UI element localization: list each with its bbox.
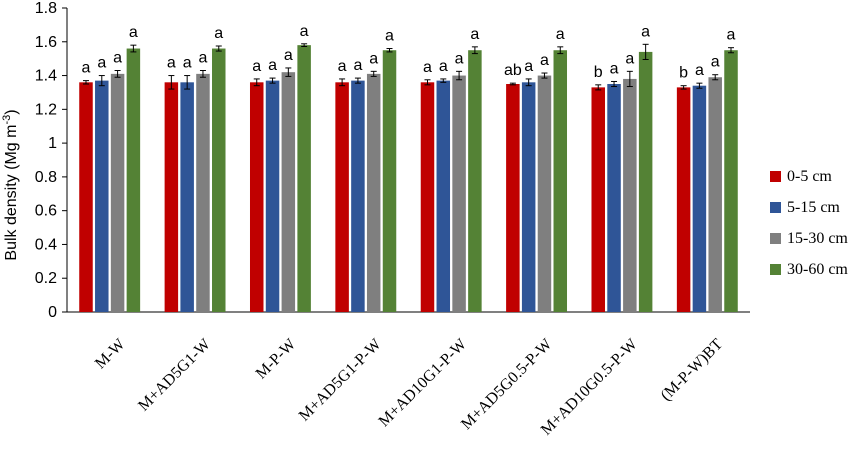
significance-letter: b: [679, 65, 688, 82]
x-category-label: M-P-W: [253, 335, 300, 382]
significance-letter: a: [338, 58, 347, 75]
chart-bars: [79, 45, 738, 313]
significance-letter: ab: [504, 62, 522, 79]
significance-letter: a: [300, 23, 309, 40]
chart-error-bars: [82, 43, 735, 91]
y-tick-label: 0.2: [35, 270, 57, 287]
significance-letter: a: [641, 23, 650, 40]
significance-letter: a: [455, 50, 464, 67]
chart-legend: 0-5 cm 5-15 cm 15-30 cm 30-60 cm: [770, 168, 848, 278]
bar: [212, 48, 226, 313]
bar: [110, 73, 125, 312]
legend-label: 0-5 cm: [787, 168, 832, 185]
significance-letter: a: [268, 57, 277, 74]
significance-letter: a: [439, 58, 448, 75]
y-tick-label: 1.4: [35, 68, 57, 85]
significance-letter: a: [199, 49, 208, 66]
significance-letter: a: [423, 59, 432, 76]
legend-swatch: [770, 202, 781, 213]
bar: [335, 82, 349, 312]
x-category-label: M+AD5G1-W: [135, 335, 214, 414]
x-category-label: M+AD5G1-P-W: [296, 335, 385, 424]
significance-letter: a: [113, 49, 122, 66]
bar: [366, 73, 381, 312]
significance-letter: a: [129, 24, 138, 41]
legend-label: 15-30 cm: [787, 230, 848, 247]
y-tick-label: 1: [48, 135, 57, 152]
bar: [249, 82, 264, 312]
bar: [436, 80, 451, 312]
significance-letter: a: [556, 26, 565, 43]
y-tick-label: 0.4: [35, 236, 57, 253]
significance-letter: a: [82, 60, 91, 77]
x-category-label: M-W: [92, 335, 129, 372]
bar: [591, 87, 605, 312]
significance-letter: a: [385, 28, 394, 45]
legend-swatch: [770, 264, 781, 275]
bar: [196, 73, 210, 312]
bar: [521, 82, 536, 312]
x-category-label: M+AD5G0.5-P-W: [458, 335, 556, 433]
bar: [676, 87, 691, 312]
bar: [692, 85, 707, 312]
significance-letter: a: [183, 55, 192, 72]
y-axis-title: Bulk density (Mg m-3): [1, 109, 20, 260]
significance-letter: a: [214, 25, 223, 42]
bar: [351, 80, 365, 312]
significance-letter: a: [727, 27, 736, 44]
bar: [724, 50, 738, 312]
bar: [180, 82, 194, 312]
y-tick-label: 1.6: [35, 34, 57, 51]
significance-letter: a: [353, 57, 362, 74]
bar: [506, 84, 520, 312]
chart-category-labels: M-W M+AD5G1-W M-P-WM+AD5G1-P-WM+AD10G1-P-W…: [92, 335, 726, 439]
bar: [79, 82, 93, 312]
bar: [281, 72, 296, 312]
significance-letter: b: [594, 64, 603, 81]
legend-swatch: [770, 171, 781, 182]
y-tick-label: 0: [48, 304, 57, 321]
bar: [623, 78, 637, 312]
y-tick-label: 1.8: [35, 0, 57, 17]
bar: [468, 50, 482, 312]
bar: [297, 45, 311, 313]
legend-label: 30-60 cm: [787, 261, 848, 278]
x-category-label: M+AD10G0.5-P-W: [538, 335, 642, 439]
y-tick-label: 1.2: [35, 101, 57, 118]
significance-letter: a: [252, 58, 261, 75]
bar: [126, 48, 141, 313]
bar: [420, 82, 435, 312]
significance-letter: a: [610, 60, 619, 77]
bar: [164, 82, 179, 312]
bar: [265, 80, 280, 312]
significance-letter: a: [540, 52, 549, 69]
legend-swatch: [770, 233, 781, 244]
y-axis-title-group: Bulk density (Mg m-3): [1, 109, 20, 260]
bar: [607, 84, 621, 312]
significance-letter: a: [167, 55, 176, 72]
significance-letter: a: [695, 62, 704, 79]
bar: [553, 50, 568, 312]
significance-letter: a: [711, 54, 720, 71]
bar: [638, 51, 653, 313]
x-category-label: M+AD10G1-P-W: [376, 335, 471, 430]
bar: [95, 80, 109, 312]
bar: [452, 75, 466, 312]
chart-axes: 0 0.2 0.4 0.6 0.8 1 1.2 1.4 1.6 1.8: [35, 0, 750, 321]
significance-letter: a: [284, 47, 293, 64]
y-tick-label: 0.8: [35, 169, 57, 186]
significance-letter: a: [97, 55, 106, 72]
bar: [537, 75, 552, 312]
legend-label: 5-15 cm: [787, 199, 840, 216]
x-category-label: (M-P-W)BT: [658, 336, 727, 405]
bar: [708, 77, 722, 312]
bar: [382, 50, 397, 312]
y-tick-label: 0.6: [35, 203, 57, 220]
significance-letter: a: [524, 58, 533, 75]
significance-letter: a: [470, 26, 479, 43]
significance-letter: a: [625, 50, 634, 67]
significance-letter: a: [369, 50, 378, 67]
